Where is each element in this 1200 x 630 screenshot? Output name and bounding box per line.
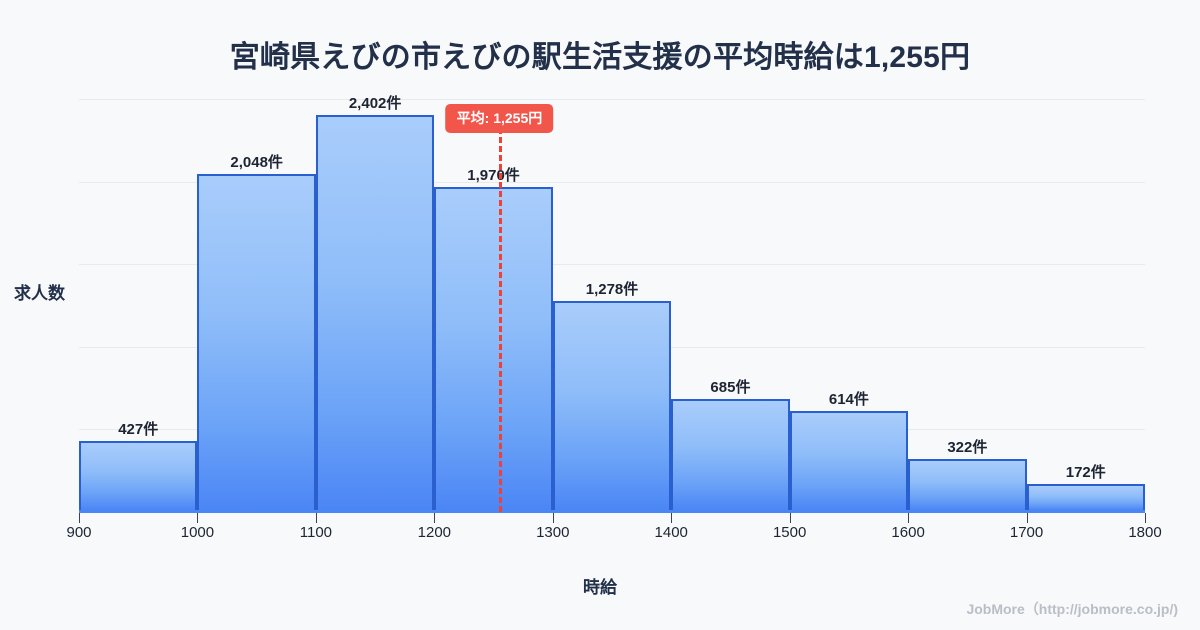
watermark: JobMore（http://jobmore.co.jp/) bbox=[966, 601, 1178, 617]
x-axis-tick bbox=[315, 513, 317, 523]
bar-value-label: 685件 bbox=[710, 378, 751, 396]
x-axis-tick bbox=[197, 513, 199, 523]
page-title: 宮崎県えびの市えびの駅生活支援の平均時給は1,255円 bbox=[229, 41, 971, 74]
x-axis-tick bbox=[552, 513, 554, 523]
bar bbox=[79, 441, 198, 512]
x-axis-tick-label: 1000 bbox=[180, 524, 215, 541]
y-axis-label: 求人数 bbox=[14, 284, 65, 303]
bar bbox=[1026, 483, 1145, 512]
x-axis-tick-label: 1700 bbox=[1009, 524, 1044, 541]
bar-value-label: 1,278件 bbox=[585, 280, 639, 298]
x-axis-tick-label: 1200 bbox=[417, 524, 452, 541]
x-axis-tick-label: 900 bbox=[66, 524, 92, 541]
bar bbox=[434, 186, 553, 512]
x-axis-tick bbox=[789, 513, 791, 523]
x-axis-tick bbox=[1145, 513, 1146, 523]
bar-value-label: 614件 bbox=[828, 390, 869, 408]
bar bbox=[197, 173, 316, 512]
bar-value-label: 322件 bbox=[947, 438, 988, 456]
x-axis-line bbox=[79, 510, 1145, 513]
x-axis-tick bbox=[434, 513, 436, 523]
gridline bbox=[79, 99, 1145, 100]
bar bbox=[671, 398, 790, 512]
bar bbox=[789, 410, 909, 512]
average-line bbox=[499, 128, 503, 512]
bar bbox=[552, 300, 672, 512]
x-axis-label: 時給 bbox=[583, 578, 617, 597]
gridline bbox=[79, 264, 1145, 266]
bar-value-label: 2,402件 bbox=[348, 95, 402, 113]
bar-value-label: 2,048件 bbox=[230, 153, 283, 171]
x-axis-tick bbox=[79, 513, 80, 523]
x-axis-tick-label: 1600 bbox=[891, 524, 925, 541]
bar-value-label: 1,970件 bbox=[467, 166, 520, 184]
bar-value-label: 172件 bbox=[1065, 463, 1106, 481]
bar bbox=[315, 115, 435, 512]
bar bbox=[908, 458, 1027, 512]
bar-value-label: 427件 bbox=[118, 421, 159, 439]
x-axis-tick bbox=[908, 513, 910, 523]
x-axis-tick bbox=[1026, 513, 1028, 523]
plot-area: 427件 2,048件 2,402件 1,970件 1,278件 685件 614件 322件… bbox=[79, 95, 1145, 512]
bar-series: 427件 2,048件 2,402件 1,970件 1,278件 685件 614件 322件… bbox=[79, 95, 1145, 512]
x-axis-tick bbox=[671, 513, 673, 523]
x-axis-tick-label: 1800 bbox=[1128, 524, 1162, 541]
x-axis-tick-label: 1400 bbox=[654, 524, 688, 541]
x-axis-tick-label: 1500 bbox=[772, 524, 807, 541]
x-axis-tick-label: 1300 bbox=[536, 524, 570, 541]
average-badge: 平均: 1,255円 bbox=[445, 104, 554, 133]
x-axis-tick-label: 1100 bbox=[299, 524, 333, 541]
gridline bbox=[79, 181, 1145, 183]
